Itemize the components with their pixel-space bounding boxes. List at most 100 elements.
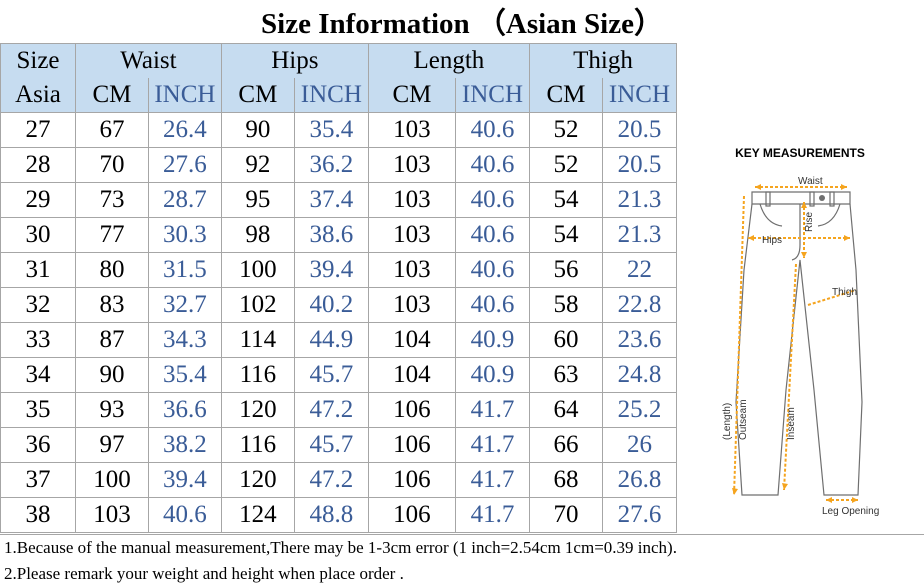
thigh-inch-cell: 23.6 (601, 322, 678, 358)
thigh-cm-cell: 56 (528, 252, 603, 288)
thigh-cm-cell: 63 (528, 357, 603, 393)
header-waist-cm: CM (74, 78, 149, 113)
size-cell: 30 (0, 217, 76, 253)
length-cm-cell: 106 (367, 427, 456, 463)
size-table: Size Waist Hips Length Thigh Asia CM INC… (0, 43, 678, 533)
header-length-inch: INCH (454, 78, 530, 113)
hips-inch-cell: 40.2 (293, 287, 369, 323)
thigh-inch-cell: 21.3 (601, 217, 678, 253)
length-cm-cell: 103 (367, 217, 456, 253)
size-cell: 33 (0, 322, 76, 358)
waist-cm-cell: 100 (74, 462, 149, 498)
waist-inch-cell: 38.2 (147, 427, 222, 463)
header-hips-inch: INCH (293, 78, 369, 113)
thigh-inch-cell: 20.5 (601, 147, 678, 183)
header-length-cm: CM (367, 78, 456, 113)
size-cell: 32 (0, 287, 76, 323)
thigh-cm-cell: 70 (528, 497, 603, 533)
thigh-cm-cell: 58 (528, 287, 603, 323)
hips-cm-cell: 120 (220, 392, 295, 428)
header-hips-cm: CM (220, 78, 295, 113)
waist-cm-cell: 93 (74, 392, 149, 428)
table-row: 33 87 34.3 114 44.9 104 40.9 60 23.6 (0, 322, 678, 358)
waist-inch-cell: 35.4 (147, 357, 222, 393)
header-waist-inch: INCH (147, 78, 222, 113)
hips-cm-cell: 100 (220, 252, 295, 288)
header-length: Length (367, 43, 530, 78)
waist-cm-cell: 80 (74, 252, 149, 288)
thigh-inch-cell: 27.6 (601, 497, 678, 533)
waist-inch-cell: 36.6 (147, 392, 222, 428)
key-measurements-diagram: KEY MEASUREMENTS (700, 140, 910, 525)
hips-inch-cell: 44.9 (293, 322, 369, 358)
waist-cm-cell: 103 (74, 497, 149, 533)
label-outseam: Outseam (738, 399, 749, 440)
hips-cm-cell: 102 (220, 287, 295, 323)
waist-cm-cell: 77 (74, 217, 149, 253)
waist-inch-cell: 30.3 (147, 217, 222, 253)
hips-cm-cell: 116 (220, 357, 295, 393)
size-cell: 31 (0, 252, 76, 288)
hips-cm-cell: 116 (220, 427, 295, 463)
size-table-body: 27 67 26.4 90 35.4 103 40.6 52 20.5 28 7… (0, 112, 678, 533)
header-hips: Hips (220, 43, 369, 78)
waist-inch-cell: 27.6 (147, 147, 222, 183)
table-row: 37 100 39.4 120 47.2 106 41.7 68 26.8 (0, 462, 678, 498)
header-row-top: Size Waist Hips Length Thigh (0, 43, 678, 78)
thigh-cm-cell: 52 (528, 112, 603, 148)
header-waist: Waist (74, 43, 222, 78)
size-cell: 28 (0, 147, 76, 183)
hips-cm-cell: 124 (220, 497, 295, 533)
waist-cm-cell: 83 (74, 287, 149, 323)
hips-inch-cell: 45.7 (293, 357, 369, 393)
page-title: Size Information （Asian Size） (261, 8, 663, 40)
table-row: 27 67 26.4 90 35.4 103 40.6 52 20.5 (0, 112, 678, 148)
waist-inch-cell: 31.5 (147, 252, 222, 288)
header-thigh-cm: CM (528, 78, 603, 113)
hips-inch-cell: 47.2 (293, 392, 369, 428)
table-row: 32 83 32.7 102 40.2 103 40.6 58 22.8 (0, 287, 678, 323)
notes: 1.Because of the manual measurement,Ther… (0, 534, 924, 587)
table-row: 34 90 35.4 116 45.7 104 40.9 63 24.8 (0, 357, 678, 393)
waist-inch-cell: 34.3 (147, 322, 222, 358)
length-cm-cell: 103 (367, 182, 456, 218)
hips-inch-cell: 45.7 (293, 427, 369, 463)
hips-cm-cell: 98 (220, 217, 295, 253)
length-cm-cell: 104 (367, 357, 456, 393)
thigh-inch-cell: 21.3 (601, 182, 678, 218)
hips-inch-cell: 47.2 (293, 462, 369, 498)
header-asia: Asia (0, 78, 76, 113)
length-inch-cell: 41.7 (454, 427, 530, 463)
length-cm-cell: 103 (367, 147, 456, 183)
label-length: (Length) (722, 403, 733, 440)
hips-inch-cell: 35.4 (293, 112, 369, 148)
hips-inch-cell: 48.8 (293, 497, 369, 533)
hips-cm-cell: 90 (220, 112, 295, 148)
waist-cm-cell: 67 (74, 112, 149, 148)
table-row: 29 73 28.7 95 37.4 103 40.6 54 21.3 (0, 182, 678, 218)
hips-inch-cell: 36.2 (293, 147, 369, 183)
waist-cm-cell: 90 (74, 357, 149, 393)
thigh-cm-cell: 68 (528, 462, 603, 498)
thigh-cm-cell: 54 (528, 182, 603, 218)
thigh-cm-cell: 54 (528, 217, 603, 253)
waist-inch-cell: 26.4 (147, 112, 222, 148)
label-waist: Waist (798, 176, 823, 187)
table-row: 31 80 31.5 100 39.4 103 40.6 56 22 (0, 252, 678, 288)
thigh-inch-cell: 26.8 (601, 462, 678, 498)
diagram-title: KEY MEASUREMENTS (735, 146, 865, 160)
length-inch-cell: 40.9 (454, 357, 530, 393)
thigh-cm-cell: 66 (528, 427, 603, 463)
label-rise: Rise (804, 212, 815, 232)
length-cm-cell: 103 (367, 252, 456, 288)
size-cell: 37 (0, 462, 76, 498)
length-cm-cell: 106 (367, 392, 456, 428)
size-cell: 35 (0, 392, 76, 428)
hips-cm-cell: 95 (220, 182, 295, 218)
header-size: Size (0, 43, 76, 78)
thigh-inch-cell: 24.8 (601, 357, 678, 393)
header-thigh: Thigh (528, 43, 678, 78)
hips-inch-cell: 38.6 (293, 217, 369, 253)
note-line-1: 1.Because of the manual measurement,Ther… (4, 538, 677, 557)
hips-cm-cell: 120 (220, 462, 295, 498)
